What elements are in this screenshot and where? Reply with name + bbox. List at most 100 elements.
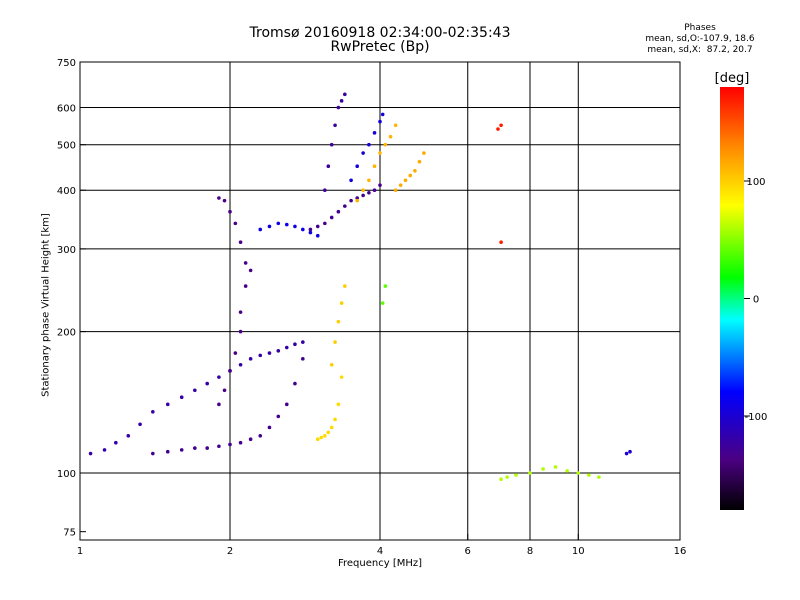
data-point [205,381,209,386]
data-point [499,123,503,128]
data-point [284,222,289,227]
data-point [276,414,281,419]
data-point [193,388,197,393]
data-point [276,349,281,353]
data-point [565,469,569,473]
grid-lines [80,62,680,540]
data-point [361,188,365,193]
data-point [628,449,632,454]
data-point [378,183,382,187]
data-point [355,196,359,200]
data-point [222,198,227,203]
data-point [541,467,545,471]
data-point [319,435,324,440]
x-tick-label: 2 [227,546,233,557]
data-point [408,173,413,178]
data-point [217,444,221,449]
data-point [284,402,289,407]
x-axis-label: Frequency [MHz] [337,558,423,569]
data-point [372,131,377,135]
data-point [102,448,107,452]
data-point [138,422,142,427]
data-point [355,198,359,203]
data-point [336,402,341,407]
data-point [293,224,297,229]
data-point [301,357,305,361]
data-point [151,451,155,456]
data-point [388,134,393,139]
data-points [88,92,632,482]
data-point [378,151,382,155]
data-point [514,473,518,477]
x-tick-label: 10 [572,546,585,557]
data-point [326,430,331,435]
data-point [587,473,591,477]
data-point [217,402,221,407]
data-point [339,99,344,103]
data-point [367,190,371,195]
data-point [301,227,305,232]
data-point [179,395,184,400]
data-point [505,475,509,479]
data-point [333,417,337,422]
data-point [329,425,334,430]
data-point [499,477,503,482]
data-point [339,301,344,305]
data-point [238,310,243,314]
y-tick-label: 200 [57,328,76,339]
data-point [243,284,248,288]
data-point [367,142,371,147]
data-point [228,209,232,214]
stats-x-mode: mean, sd,X: 87.2, 20.7 [647,45,753,55]
colorbar-tick-label: -100 [745,412,768,423]
data-point [383,142,388,147]
data-point [151,409,155,414]
stats-title: Phases [684,23,716,33]
data-point [248,437,253,442]
data-point [336,209,341,214]
data-point [228,369,232,373]
data-point [315,233,320,238]
y-tick-label: 400 [57,186,76,197]
data-point [367,178,371,183]
data-point [339,375,344,379]
x-tick-label: 8 [527,546,533,557]
colorbar-label: [deg] [715,71,750,86]
data-point [243,261,248,265]
data-point [380,301,385,305]
data-point [267,351,272,355]
y-tick-label: 600 [57,104,76,115]
data-point [361,193,365,198]
chart-title: Tromsø 20160918 02:34:00-02:35:43 [249,25,511,41]
y-tick-label: 300 [57,245,76,256]
data-point [238,240,243,245]
data-point [258,227,263,232]
data-point [88,451,93,456]
data-point [165,402,170,407]
data-point [378,119,382,124]
data-point [179,448,184,452]
data-point [193,446,197,450]
data-point [349,198,353,203]
data-point [238,329,243,334]
data-point [114,440,118,445]
data-point [576,471,581,475]
y-tick-label: 100 [57,469,76,480]
data-point [293,342,297,347]
data-point [336,105,341,110]
data-point [398,183,403,187]
x-tick-label: 6 [465,546,471,557]
data-point [343,92,347,97]
x-tick-label: 1 [77,546,83,557]
data-point [333,123,337,128]
data-point [553,465,558,469]
data-point [248,268,253,273]
data-point [417,159,422,164]
data-point [233,351,238,355]
data-point [258,434,263,438]
data-point [361,151,365,155]
x-tick-label: 4 [377,546,383,557]
data-point [355,164,359,168]
colorbar-tick-label: 100 [746,177,765,188]
